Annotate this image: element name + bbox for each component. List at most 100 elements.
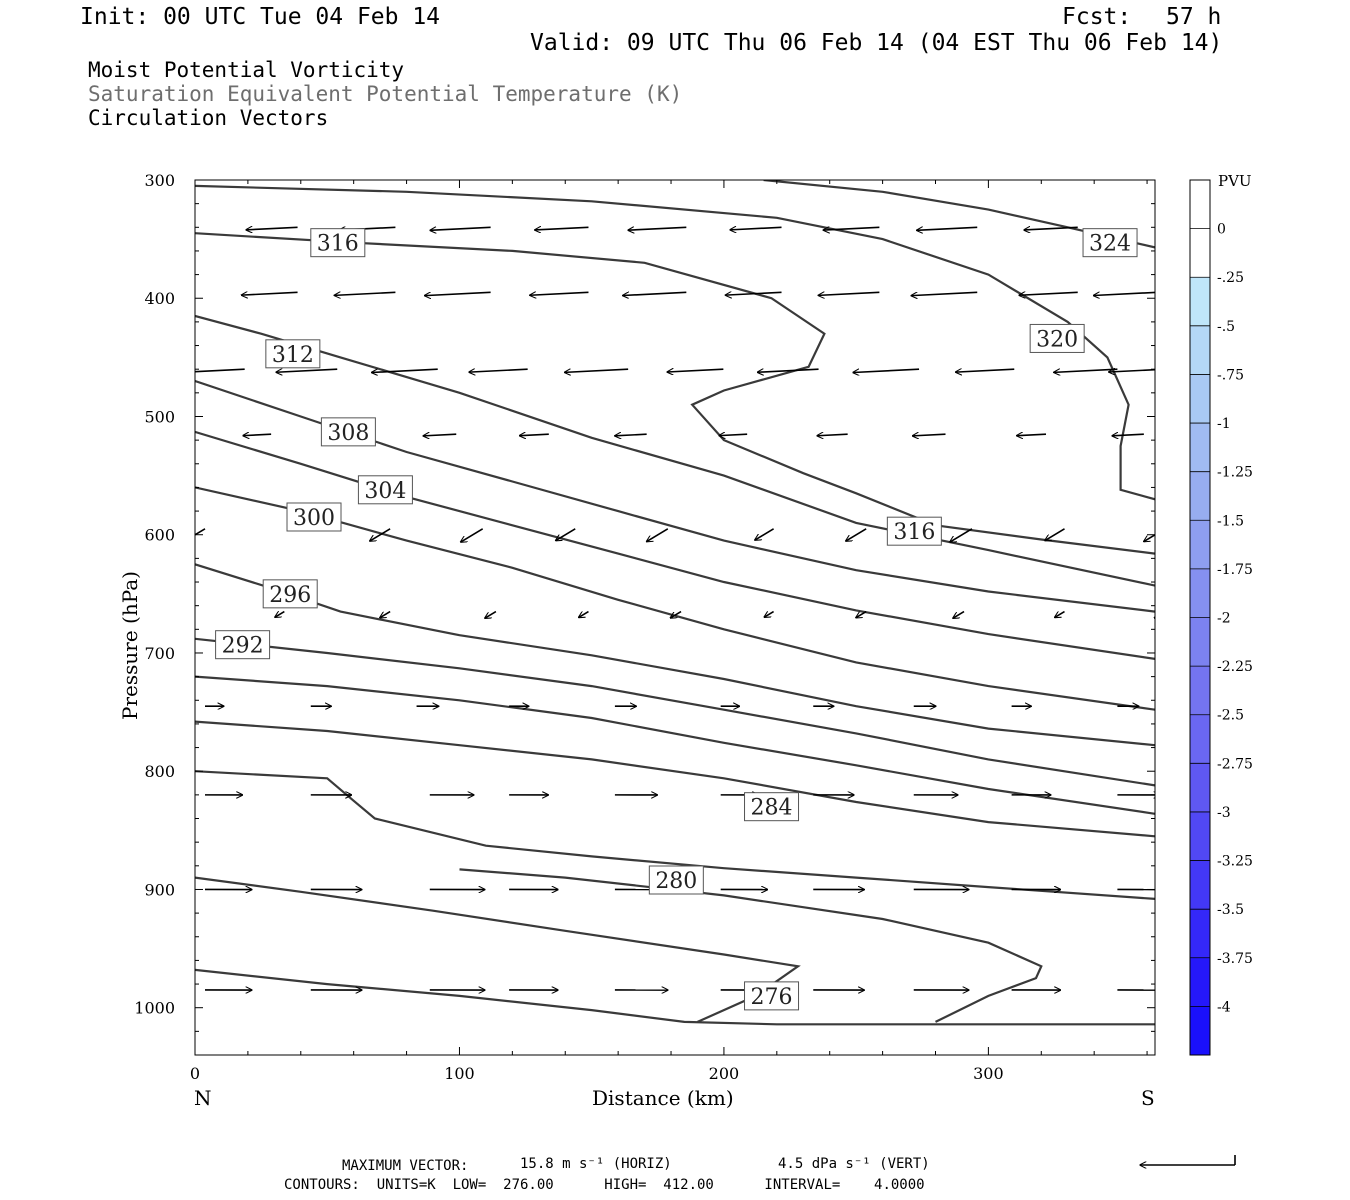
y-tick-label: 300	[144, 171, 175, 190]
circulation-vector	[195, 369, 245, 372]
circulation-vector	[853, 368, 920, 372]
contour-label-box	[744, 792, 800, 822]
y-axis-label: Pressure (hPa)	[118, 571, 142, 720]
contour-label-box	[320, 417, 376, 447]
circulation-vector	[372, 368, 438, 372]
circulation-vector	[1055, 610, 1065, 618]
contour-label: 292	[222, 634, 264, 659]
circulation-vector	[246, 227, 298, 230]
circulation-vector	[423, 434, 457, 436]
colorbar-tick-label: 0	[1217, 222, 1226, 238]
circulation-vector	[380, 610, 391, 618]
forecast-label: Fcst:	[1062, 4, 1132, 30]
contour-line-308	[195, 379, 1155, 613]
x-tick-label: 0	[190, 1064, 200, 1083]
colorbar-tick-label: -1	[1217, 416, 1231, 432]
colorbar-swatch	[1190, 714, 1210, 764]
colorbar-tick-label: -.5	[1217, 319, 1235, 335]
colorbar-swatch	[1190, 228, 1210, 278]
circulation-vector	[430, 226, 491, 230]
circulation-vector	[1154, 612, 1155, 618]
colorbar-tick-label: -1.25	[1217, 465, 1253, 481]
circulation-vector	[1024, 227, 1078, 230]
circulation-vector	[1017, 434, 1047, 435]
circulation-vector	[764, 610, 775, 618]
circulation-vector	[846, 528, 867, 541]
colorbar-tick-label: -2	[1217, 611, 1231, 627]
circulation-vector	[1045, 528, 1065, 541]
x-axis-south: S	[1141, 1086, 1155, 1110]
circulation-vector	[817, 434, 848, 436]
contour-label: 308	[327, 421, 369, 446]
colorbar-swatch	[1190, 617, 1210, 667]
colorbar-swatch	[1190, 325, 1210, 375]
circulation-vector	[535, 227, 589, 230]
circulation-vector	[275, 610, 285, 618]
circulation-vector	[725, 292, 782, 295]
contour-label: 296	[269, 583, 311, 608]
max-vector-vert: 4.5 dPa s⁻¹ (VERT)	[778, 1156, 930, 1172]
contour-label-box	[357, 475, 413, 505]
circulation-vector	[370, 528, 391, 541]
circulation-vector	[647, 528, 669, 542]
circulation-vector	[615, 434, 647, 436]
contour-line-288	[195, 675, 1155, 815]
y-tick-label: 1000	[134, 999, 175, 1018]
x-axis-north: N	[194, 1086, 212, 1110]
colorbar-swatch	[1190, 763, 1210, 813]
circulation-vector	[950, 528, 973, 542]
valid-time: Valid: 09 UTC Thu 06 Feb 14 (04 EST Thu …	[530, 30, 1223, 56]
circulation-vector	[911, 291, 978, 295]
contour-line-312	[195, 314, 1155, 587]
colorbar-tick-label: -1.75	[1217, 562, 1253, 578]
reference-vector-arrow	[1140, 1155, 1236, 1165]
colorbar-tick-label: -1.5	[1217, 513, 1244, 529]
colorbar-swatch	[1190, 520, 1210, 570]
contour-label: 316	[317, 232, 359, 257]
circulation-vector	[623, 291, 687, 295]
circulation-vector	[1054, 368, 1118, 372]
contour-info: CONTOURS: UNITS=K LOW= 276.00 HIGH= 412.…	[284, 1177, 925, 1193]
colorbar-tick-label: -.75	[1217, 367, 1244, 383]
circulation-vector	[1094, 291, 1155, 295]
contour-label-box	[265, 339, 321, 369]
contour-label-box	[262, 579, 318, 609]
contour-label-box	[215, 630, 271, 660]
colorbar-swatch	[1190, 860, 1210, 910]
y-tick-label: 700	[144, 644, 175, 663]
y-tick-label: 900	[144, 880, 175, 899]
y-tick-label: 400	[144, 289, 175, 308]
circulation-vector	[565, 368, 629, 372]
circulation-vector	[485, 610, 497, 619]
circulation-vector	[334, 291, 396, 295]
circulation-vector	[461, 528, 484, 542]
contour-label: 284	[751, 796, 793, 821]
contour-label-box	[1029, 323, 1085, 353]
colorbar-swatch	[1190, 811, 1210, 862]
circulation-vector	[628, 227, 687, 230]
circulation-vector	[956, 369, 1015, 372]
contour-label: 320	[1036, 327, 1078, 352]
colorbar-swatch	[1190, 957, 1210, 1007]
contour-label-box	[744, 981, 800, 1011]
circulation-vector	[530, 292, 589, 295]
field-title-mpv: Moist Potential Vorticity	[88, 58, 405, 82]
y-tick-label: 500	[144, 407, 175, 426]
contour-label: 300	[293, 506, 335, 531]
contour-label: 316	[893, 520, 935, 545]
circulation-vector	[243, 434, 272, 435]
contour-line-276	[195, 968, 1155, 1026]
x-tick-label: 300	[973, 1064, 1004, 1083]
colorbar-swatch	[1190, 568, 1210, 618]
contour-line-304	[195, 430, 1155, 660]
circulation-vector	[667, 369, 724, 372]
colorbar-tick-label: -3.5	[1217, 902, 1244, 918]
colorbar-tick-label: -2.25	[1217, 659, 1253, 675]
circulation-vector	[755, 528, 775, 540]
x-axis-label: Distance (km)	[592, 1086, 734, 1110]
contour-label: 276	[751, 985, 793, 1010]
circulation-vector	[953, 610, 965, 619]
y-tick-label: 800	[144, 762, 175, 781]
x-tick-label: 100	[444, 1064, 475, 1083]
circulation-vector	[823, 227, 880, 230]
